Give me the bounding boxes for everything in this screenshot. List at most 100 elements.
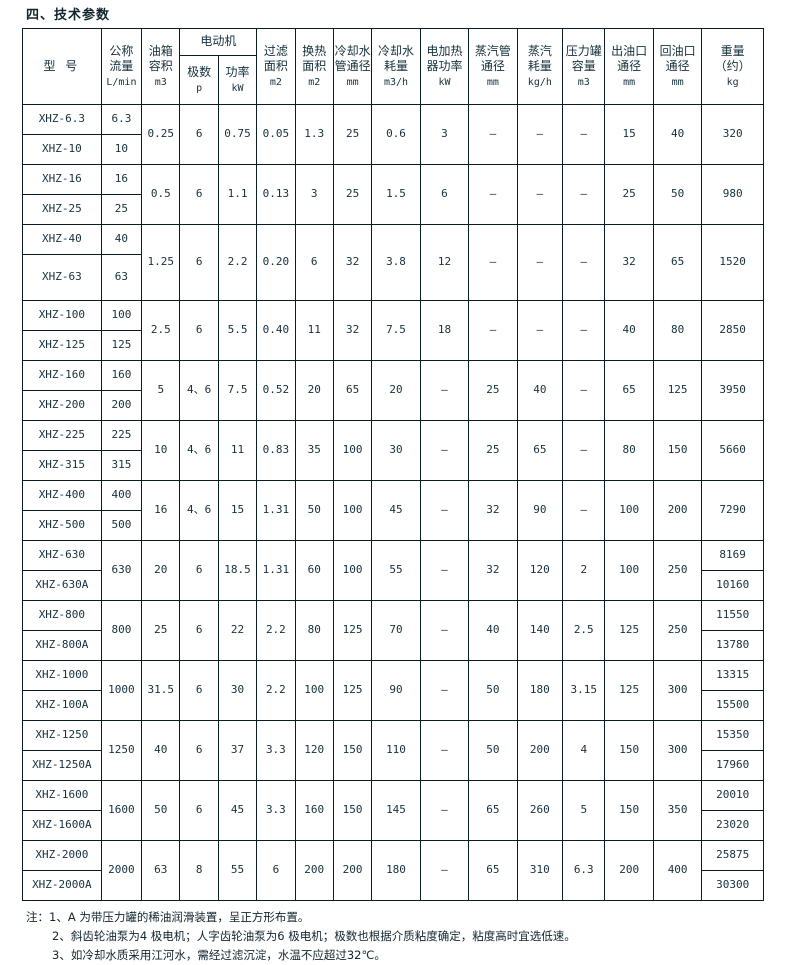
cell-pressure-tank-volume: 5 [562,780,606,841]
cell-motor-power: 15 [217,480,258,541]
cell-cooling-water-consumption: 70 [371,600,421,661]
cell-nominal-flow: 100 [100,300,143,331]
cell-oil-outlet-dia: 125 [604,600,654,661]
cell-oil-return-dia: 40 [652,104,703,165]
cell-filter-area: 6 [256,840,296,901]
cell-weight: 15500 [701,690,764,721]
header-nominal-flow-l1: 公称 [109,44,134,59]
page-title: 四、技术参数 [26,8,111,23]
cell-oil-return-dia: 150 [652,420,703,481]
cell-filter-area: 0.13 [256,164,296,225]
header-filter-area-unit: m2 [269,77,282,89]
header-motor-power-label: 功率 [225,65,250,80]
cell-electric-heater-power: — [419,420,470,481]
cell-heat-exchange-area: 35 [294,420,334,481]
cell-electric-heater-power: — [419,360,470,421]
header-oil-return-dia-unit: mm [671,77,684,89]
header-oil-outlet-dia-l2: 通径 [617,59,642,74]
cell-oil-return-dia: 200 [652,480,703,541]
cell-oil-outlet-dia: 100 [604,480,654,541]
cell-filter-area: 3.3 [256,780,296,841]
cell-cooling-water-pipe-dia: 25 [332,164,373,225]
cell-motor-power: 5.5 [217,300,258,361]
cell-steam-pipe-dia: 50 [468,660,518,721]
cell-pressure-tank-volume: 6.3 [562,840,606,901]
cell-pressure-tank-volume: — [562,360,606,421]
cell-motor-power: 18.5 [217,540,258,601]
note-row-3: 3、如冷却水质采用江河水，需经过滤沉淀，水温不应超过32℃。 [26,946,786,965]
cell-cooling-water-consumption: 0.6 [371,104,421,165]
header-pressure-tank-volume-l2: 容量 [571,59,596,74]
cell-nominal-flow: 1600 [100,780,143,841]
cell-motor-power: 11 [217,420,258,481]
header-motor-poles: 极数 p [179,55,219,105]
cell-model: XHZ-10 [22,134,102,165]
cell-motor-poles: 6 [179,540,219,601]
cell-tank-volume: 1.25 [141,224,181,301]
cell-pressure-tank-volume: — [562,480,606,541]
header-oil-return-dia-l2: 通径 [665,59,690,74]
cell-weight: 25875 [701,840,764,871]
cell-model: XHZ-63 [22,254,102,301]
cell-pressure-tank-volume: — [562,104,606,165]
cell-heat-exchange-area: 11 [294,300,334,361]
header-steam-pipe-dia: 蒸汽管 通径 mm [468,28,518,105]
cell-steam-pipe-dia: 65 [468,780,518,841]
cell-cooling-water-consumption: 110 [371,720,421,781]
cell-motor-power: 1.1 [217,164,258,225]
cell-steam-consumption: — [516,164,564,225]
cell-cooling-water-pipe-dia: 200 [332,840,373,901]
cell-weight: 15350 [701,720,764,751]
document-page: 四、技术参数 型 号 公称 [22,8,764,962]
cell-weight: 11550 [701,600,764,631]
cell-weight: 980 [701,164,764,225]
cell-steam-consumption: 90 [516,480,564,541]
header-cooling-water-pipe-dia-l1: 冷却水 [334,44,371,59]
cell-model: XHZ-1000 [22,660,102,691]
header-cooling-water-pipe-dia-l2: 管通径 [334,59,371,74]
cell-cooling-water-pipe-dia: 125 [332,660,373,721]
cell-steam-consumption: 200 [516,720,564,781]
header-filter-area-l2: 面积 [263,59,288,74]
cell-model: XHZ-125 [22,330,102,361]
cell-cooling-water-consumption: 7.5 [371,300,421,361]
header-electric-heater-power-l2: 器功率 [426,59,463,74]
cell-heat-exchange-area: 1.3 [294,104,334,165]
header-steam-pipe-dia-l1: 蒸汽管 [474,44,511,59]
cell-weight: 8169 [701,540,764,571]
cell-weight: 17960 [701,750,764,781]
cell-heat-exchange-area: 6 [294,224,334,301]
cell-cooling-water-pipe-dia: 100 [332,540,373,601]
table-row: XHZ-25 25 [22,194,764,225]
cell-cooling-water-pipe-dia: 150 [332,720,373,781]
cell-oil-return-dia: 400 [652,840,703,901]
header-steam-consumption: 蒸汽 耗量 kg/h [516,28,564,105]
cell-pressure-tank-volume: — [562,164,606,225]
cell-tank-volume: 0.5 [141,164,181,225]
cell-steam-pipe-dia: — [468,164,518,225]
header-tank-volume-l2: 容积 [148,59,173,74]
cell-motor-poles: 6 [179,164,219,225]
cell-motor-poles: 4、6 [179,480,219,541]
cell-cooling-water-consumption: 3.8 [371,224,421,301]
cell-heat-exchange-area: 60 [294,540,334,601]
cell-model: XHZ-1600A [22,810,102,841]
cell-nominal-flow: 160 [100,360,143,391]
table-row: XHZ-1600A 23020 [22,810,764,841]
cell-cooling-water-consumption: 90 [371,660,421,721]
cell-motor-power: 7.5 [217,360,258,421]
header-row-bottom: 极数 p 功率 kW [23,55,764,105]
cell-motor-power: 55 [217,840,258,901]
cell-nominal-flow: 1000 [100,660,143,721]
cell-weight: 2850 [701,300,764,361]
cell-tank-volume: 50 [141,780,181,841]
cell-filter-area: 0.52 [256,360,296,421]
cell-oil-return-dia: 125 [652,360,703,421]
cell-filter-area: 0.40 [256,300,296,361]
cell-nominal-flow: 63 [100,254,143,301]
cell-filter-area: 1.31 [256,540,296,601]
header-heat-exchange-area: 换热 面积 m2 [294,28,334,105]
cell-motor-poles: 6 [179,600,219,661]
header-nominal-flow-l2: 流量 [109,59,134,74]
cell-tank-volume: 10 [141,420,181,481]
